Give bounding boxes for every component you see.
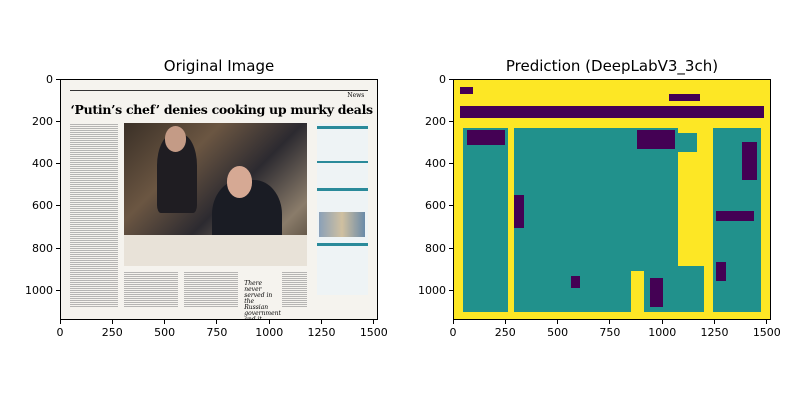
x-tick-mark [557, 320, 559, 324]
left-panel-title: Original Image [163, 57, 275, 75]
newspaper-image: News ‘Putin’s chef’ denies cooking up mu… [61, 80, 377, 319]
x-tick-mark [321, 320, 322, 324]
y-tick-mark [56, 78, 60, 80]
y-tick-label: 600 [425, 199, 446, 213]
photo-person-seated-head [226, 166, 253, 198]
sidebar-rule [316, 243, 368, 247]
text-column [124, 271, 178, 308]
original-image-axes: News ‘Putin’s chef’ denies cooking up mu… [60, 79, 378, 320]
mask-sidebar-fragment [716, 261, 726, 281]
x-tick-label: 1250 [700, 326, 729, 339]
y-tick-mark [56, 289, 60, 291]
x-tick-label: 1000 [255, 326, 284, 339]
x-tick-label: 250 [494, 326, 516, 339]
mask-headline-band [460, 106, 764, 119]
mask-lower-columns [514, 266, 631, 312]
news-section-label: News [347, 91, 365, 99]
y-tick-label: 1000 [418, 283, 446, 297]
sidebar-rule [316, 126, 368, 130]
x-tick-mark [373, 320, 375, 324]
y-tick-mark [56, 247, 60, 249]
y-tick-mark [449, 78, 453, 80]
x-tick-label: 250 [101, 326, 123, 339]
mask-yellow-gap [678, 151, 710, 248]
newspaper-headline: ‘Putin’s chef’ denies cooking up murky d… [70, 101, 373, 117]
x-tick-mark [661, 320, 663, 324]
x-tick-label: 500 [154, 326, 176, 339]
sidebar-rule [316, 160, 368, 164]
y-tick-label: 0 [46, 72, 53, 86]
sidebar-photo [319, 212, 365, 237]
mask-photo-fragment [514, 194, 524, 229]
y-tick-mark [56, 163, 60, 165]
y-tick-mark [449, 247, 453, 249]
sidebar-rule [316, 188, 368, 191]
mask-photo-region [678, 132, 698, 152]
y-tick-mark [56, 205, 60, 207]
x-tick-mark [714, 320, 715, 324]
text-column [282, 271, 308, 308]
mask-sidebar-fragment [716, 211, 755, 221]
y-tick-label: 400 [425, 157, 446, 171]
mask-lower-fragment [570, 275, 581, 288]
y-tick-label: 200 [32, 114, 53, 128]
x-tick-label: 750 [206, 326, 228, 339]
mask-left-column [463, 127, 508, 312]
newspaper-photo [124, 123, 308, 267]
mask-photo-region [514, 127, 679, 272]
y-tick-label: 1000 [25, 283, 53, 297]
y-tick-mark [449, 205, 453, 207]
x-tick-mark [216, 320, 218, 324]
x-tick-mark [766, 320, 768, 324]
x-tick-mark [164, 320, 166, 324]
mask-left-column-fragment [466, 130, 505, 145]
x-tick-label: 0 [449, 326, 457, 339]
x-tick-label: 1250 [307, 326, 336, 339]
x-tick-label: 500 [547, 326, 569, 339]
x-tick-mark [609, 320, 611, 324]
y-tick-label: 0 [439, 72, 446, 86]
sidebar-box [316, 123, 368, 296]
mask-lower-fragment [649, 278, 663, 308]
mask-header-fragment [460, 87, 473, 95]
text-column [184, 271, 238, 308]
y-tick-mark [449, 289, 453, 291]
x-tick-mark [504, 320, 506, 324]
y-tick-label: 600 [32, 199, 53, 213]
y-tick-mark [449, 163, 453, 165]
text-column [70, 123, 118, 308]
y-tick-mark [56, 120, 60, 122]
x-tick-mark [268, 320, 270, 324]
prediction-mask-axes [453, 79, 771, 320]
photo-person-standing-head [164, 125, 187, 152]
y-tick-label: 800 [32, 241, 53, 255]
x-tick-label: 1000 [648, 326, 677, 339]
mask-sidebar-fragment [741, 142, 758, 181]
y-tick-label: 800 [425, 241, 446, 255]
x-tick-mark [59, 320, 61, 324]
x-tick-label: 750 [599, 326, 621, 339]
y-tick-label: 400 [32, 157, 53, 171]
photo-table [124, 234, 308, 267]
mask-photo-fragment [637, 130, 676, 150]
x-tick-label: 1500 [752, 326, 781, 339]
right-panel-title: Prediction (DeepLabV3_3ch) [505, 57, 719, 75]
x-tick-label: 0 [56, 326, 64, 339]
pull-quote: There never served in the Russian govern… [244, 279, 281, 320]
y-tick-mark [449, 120, 453, 122]
mask-header-fragment [668, 94, 701, 102]
x-tick-mark [452, 320, 454, 324]
y-tick-label: 200 [425, 114, 446, 128]
x-tick-mark [111, 320, 113, 324]
newspaper-masthead-rule [70, 82, 368, 91]
x-tick-label: 1500 [359, 326, 388, 339]
